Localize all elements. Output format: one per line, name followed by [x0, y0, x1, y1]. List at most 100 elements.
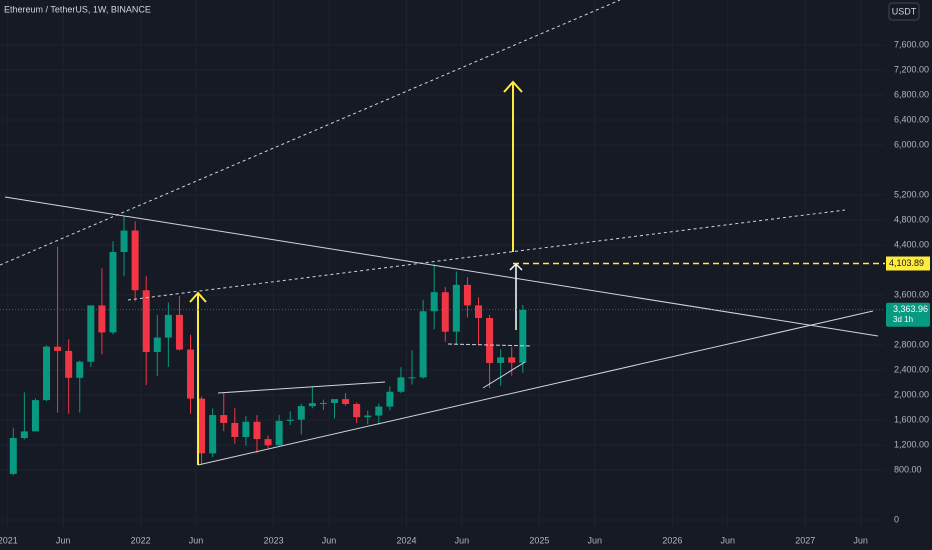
- candle: [474, 297, 482, 345]
- y-tick-label: 6,000.00: [894, 139, 929, 149]
- candle: [142, 276, 150, 386]
- candle: [242, 416, 250, 446]
- x-tick-label: Jun: [588, 535, 603, 545]
- candle-body: [175, 314, 183, 350]
- candle-body: [120, 230, 128, 252]
- trend-line: [217, 381, 386, 394]
- y-tick-label: 5,200.00: [894, 189, 929, 199]
- candle-body: [131, 230, 139, 291]
- candle-body: [187, 349, 195, 399]
- candle: [264, 435, 272, 449]
- candles: [9, 215, 527, 476]
- x-tick-label: Jun: [455, 535, 470, 545]
- candle-body: [353, 404, 361, 418]
- candle: [419, 299, 427, 379]
- candle-body: [231, 422, 239, 437]
- candle: [331, 399, 339, 419]
- candle-body: [308, 403, 316, 407]
- candle-body: [153, 337, 161, 352]
- y-tick-label: 7,200.00: [894, 64, 929, 74]
- candle-body: [164, 314, 172, 338]
- candle-body: [375, 406, 383, 416]
- axis-background: [885, 0, 932, 550]
- grid: [0, 0, 885, 530]
- candle-body: [242, 421, 250, 437]
- candle: [109, 241, 117, 335]
- candle-body: [209, 415, 217, 454]
- candle-body: [519, 309, 527, 363]
- candle-body: [76, 361, 84, 378]
- y-tick-label: 6,800.00: [894, 89, 929, 99]
- candle-body: [253, 421, 261, 440]
- y-tick-label: 4,800.00: [894, 214, 929, 224]
- candle: [231, 408, 239, 444]
- y-tick-label: 1,200.00: [894, 439, 929, 449]
- candle-body: [319, 402, 327, 404]
- candle: [375, 403, 383, 425]
- candle-body: [220, 415, 228, 423]
- candle: [364, 410, 372, 425]
- currency[interactable]: USDT: [892, 6, 917, 16]
- candle-body: [98, 305, 106, 333]
- y-tick-label: 7,600.00: [894, 39, 929, 49]
- candle: [54, 246, 62, 413]
- candle: [175, 296, 183, 351]
- candle-body: [331, 399, 339, 403]
- candle-body: [397, 377, 405, 392]
- target-label: 4,103.89: [889, 258, 924, 268]
- candle-body: [452, 284, 460, 332]
- x-tick-label: 2024: [396, 535, 416, 545]
- candle-body: [441, 292, 449, 332]
- arrow: [503, 80, 523, 252]
- candle-body: [275, 420, 283, 446]
- trend-line: [447, 343, 533, 347]
- y-tick-label: 2,800.00: [894, 339, 929, 349]
- y-tick-label: 4,400.00: [894, 239, 929, 249]
- candle-body: [9, 438, 17, 474]
- candle: [342, 393, 350, 406]
- candle: [209, 408, 217, 458]
- y-tick-label: 2,400.00: [894, 364, 929, 374]
- x-tick-label: Jun: [189, 535, 204, 545]
- candle: [353, 402, 361, 424]
- candle: [153, 315, 161, 377]
- candle: [297, 403, 305, 435]
- trend-line: [197, 310, 874, 466]
- candle: [76, 360, 84, 413]
- candle: [508, 346, 516, 376]
- candle: [519, 305, 527, 373]
- x-tick-label: Jun: [853, 535, 868, 545]
- candle: [319, 399, 327, 410]
- candle: [286, 411, 294, 425]
- candle: [275, 415, 283, 446]
- target-label-box: [886, 256, 930, 271]
- candle-body: [31, 400, 39, 432]
- x-tick-label: 2026: [662, 535, 682, 545]
- last-price-label: 3,363.96: [893, 304, 928, 314]
- candle: [164, 302, 172, 367]
- candle-body: [109, 252, 117, 333]
- candle-body: [43, 346, 51, 401]
- candle: [253, 415, 261, 453]
- candle-body: [386, 391, 394, 407]
- x-tick-label: 2021: [0, 535, 18, 545]
- drawings: [0, 0, 879, 466]
- candle: [308, 386, 316, 409]
- candle-body: [297, 406, 305, 420]
- candle: [430, 264, 438, 330]
- candle: [220, 393, 228, 432]
- x-tick-label: Jun: [720, 535, 735, 545]
- price-axis: 0 800.00 1,200.00 1,600.00 2,000.00 2,400.00 2…: [885, 0, 932, 550]
- y-tick-label: 1,600.00: [894, 414, 929, 424]
- last-price-box: [886, 302, 930, 327]
- candle: [20, 392, 28, 440]
- currency-button[interactable]: [888, 2, 920, 21]
- candle: [65, 339, 73, 414]
- x-tick-label: 2023: [264, 535, 284, 545]
- candle: [397, 367, 405, 394]
- candle: [120, 215, 128, 277]
- x-tick-label: Jun: [322, 535, 337, 545]
- candle-body: [286, 419, 294, 421]
